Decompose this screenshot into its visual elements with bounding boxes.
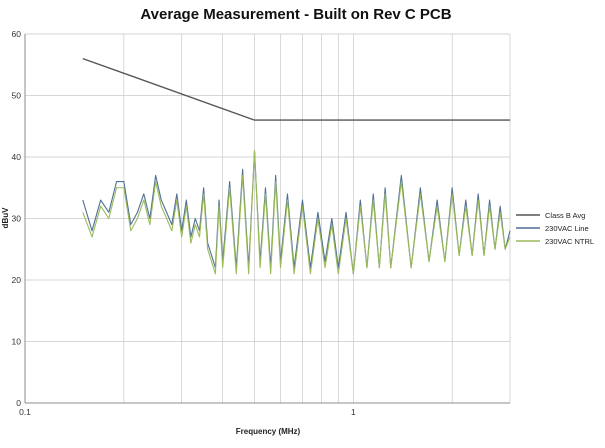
- y-tick-label: 10: [12, 337, 22, 347]
- y-tick-label: 20: [12, 275, 22, 285]
- legend-label: 230VAC NTRL: [545, 237, 594, 246]
- y-tick-label: 50: [12, 91, 22, 101]
- series-line-class-b-avg: [82, 57, 510, 121]
- y-tick-label: 30: [12, 214, 22, 224]
- y-tick-label: 0: [16, 398, 21, 408]
- legend-label: Class B Avg: [545, 211, 585, 220]
- y-axis-label: dBuV: [1, 207, 10, 229]
- legend: Class B Avg 230VAC Line 230VAC NTRL: [516, 211, 594, 246]
- y-tick-label: 40: [12, 152, 22, 162]
- chart-title: Average Measurement - Built on Rev C PCB: [140, 6, 451, 23]
- series-line-230vac-ntrl: [82, 150, 511, 275]
- x-tick-label: 0.1: [19, 407, 31, 417]
- plot-area: [82, 57, 511, 275]
- x-axis-label: Frequency (MHz): [236, 427, 301, 436]
- y-tick-label: 60: [12, 29, 22, 39]
- axes: 0 10 20 30 40 50 60 0.1 1: [12, 29, 510, 417]
- legend-label: 230VAC Line: [545, 224, 589, 233]
- x-tick-label: 1: [351, 407, 356, 417]
